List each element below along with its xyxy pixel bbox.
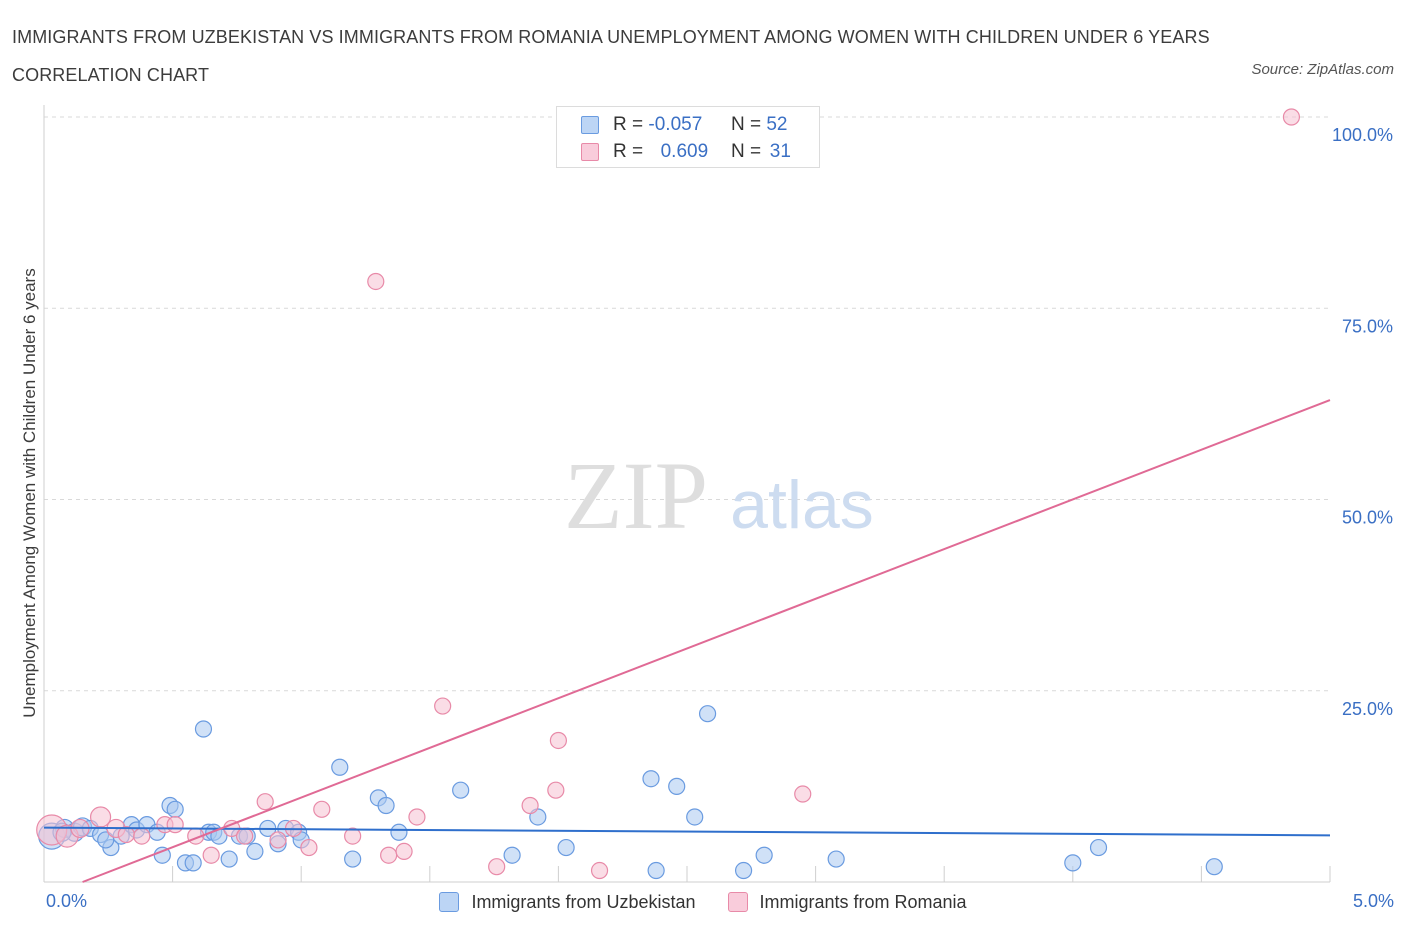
watermark-atlas: atlas	[730, 467, 874, 543]
point-romania-23	[434, 697, 452, 715]
point-uzbekistan-20	[220, 850, 238, 868]
point-uzbekistan-33	[390, 823, 408, 841]
point-uzbekistan-44	[755, 846, 773, 864]
point-uzbekistan-40	[668, 777, 686, 795]
legend-r-label: R =	[613, 141, 644, 162]
series-legend: Immigrants from Uzbekistan Immigrants fr…	[0, 888, 1406, 916]
trend-lines	[43, 399, 1331, 883]
point-uzbekistan-23	[246, 842, 264, 861]
point-uzbekistan-35	[503, 846, 521, 864]
legend-n-value: 52	[766, 114, 788, 135]
legend-label-uzbekistan: Immigrants from Uzbekistan	[471, 891, 696, 912]
point-uzbekistan-38	[642, 770, 660, 788]
point-romania-13	[256, 793, 274, 811]
watermark: ZIP atlas	[564, 442, 874, 549]
point-romania-16	[300, 838, 318, 857]
point-romania-12	[236, 827, 254, 845]
point-romania-28	[590, 861, 609, 880]
point-romania-20	[380, 846, 398, 864]
point-uzbekistan-30	[344, 850, 362, 868]
point-romania-24	[488, 858, 506, 876]
legend-n-label: N =	[730, 114, 762, 135]
x-tick-label-min: 0.0%	[46, 891, 88, 911]
legend-r-value: 0.609	[660, 141, 709, 162]
point-uzbekistan-50	[97, 831, 115, 849]
point-romania-3	[89, 806, 112, 828]
legend-n-label: N =	[730, 141, 762, 162]
point-uzbekistan-42	[698, 705, 717, 723]
point-uzbekistan-34	[452, 781, 470, 799]
legend-swatch-uzbekistan	[581, 116, 599, 134]
legend-swatch-romania	[581, 143, 599, 161]
point-romania-29	[794, 785, 812, 803]
point-uzbekistan-14	[166, 800, 184, 818]
point-romania-26	[547, 781, 565, 799]
legend-r-value: -0.057	[648, 114, 703, 135]
point-uzbekistan-41	[686, 808, 704, 826]
point-uzbekistan-46	[1064, 854, 1082, 872]
point-romania-10	[202, 846, 220, 864]
point-uzbekistan-37	[557, 838, 575, 857]
grid-lines	[44, 116, 1330, 692]
legend-label-romania: Immigrants from Romania	[759, 891, 967, 912]
y-tick-label-0: 25.0%	[1342, 699, 1393, 719]
legend-swatch-uzbekistan	[439, 892, 460, 912]
point-romania-17	[313, 800, 331, 818]
point-uzbekistan-43	[734, 861, 753, 880]
legend-r-label: R =	[613, 114, 644, 135]
trend-line-romania	[82, 399, 1331, 883]
legend-row-romania: R = 0.609 N = 31	[581, 138, 794, 166]
point-uzbekistan-39	[647, 861, 665, 880]
y-tick-labels: 25.0% 50.0% 75.0% 100.0%	[1332, 125, 1393, 719]
point-romania-19	[367, 272, 385, 291]
legend-item-romania: Immigrants from Romania	[727, 891, 967, 913]
watermark-zip: ZIP	[564, 442, 708, 549]
legend-n-value: 31	[769, 141, 791, 162]
source-label: Source: ZipAtlas.com	[1251, 61, 1394, 78]
point-uzbekistan-17	[194, 720, 213, 738]
y-tick-label-1: 50.0%	[1342, 508, 1393, 528]
point-uzbekistan-48	[1205, 858, 1223, 876]
legend-row-uzbekistan: R = -0.057 N = 52	[581, 111, 787, 139]
point-uzbekistan-16	[184, 854, 202, 872]
point-romania-30	[1282, 108, 1301, 126]
point-uzbekistan-45	[827, 850, 845, 868]
legend-item-uzbekistan: Immigrants from Uzbekistan	[439, 891, 696, 913]
chart-title: IMMIGRANTS FROM UZBEKISTAN VS IMMIGRANTS…	[12, 27, 1210, 85]
point-romania-27	[549, 731, 568, 750]
point-romania-8	[166, 816, 184, 834]
y-tick-label-3: 100.0%	[1332, 125, 1393, 145]
point-romania-21	[395, 842, 413, 861]
point-uzbekistan-32	[377, 796, 395, 815]
point-romania-14	[269, 831, 287, 849]
point-romania-25	[521, 796, 539, 815]
point-romania-6	[133, 827, 151, 845]
trend-line-uzbekistan	[43, 826, 1331, 837]
point-romania-18	[344, 827, 362, 845]
x-tick-label-max: 5.0%	[1352, 891, 1394, 911]
axes	[43, 105, 1331, 883]
point-uzbekistan-47	[1089, 838, 1108, 857]
legend-swatch-romania	[727, 892, 748, 912]
point-uzbekistan-29	[331, 758, 349, 776]
data-points	[36, 108, 1301, 880]
point-romania-22	[408, 808, 426, 826]
correlation-legend: R = -0.057 N = 52 R = 0.609 N = 31	[556, 106, 820, 168]
y-tick-label-2: 75.0%	[1342, 316, 1393, 336]
